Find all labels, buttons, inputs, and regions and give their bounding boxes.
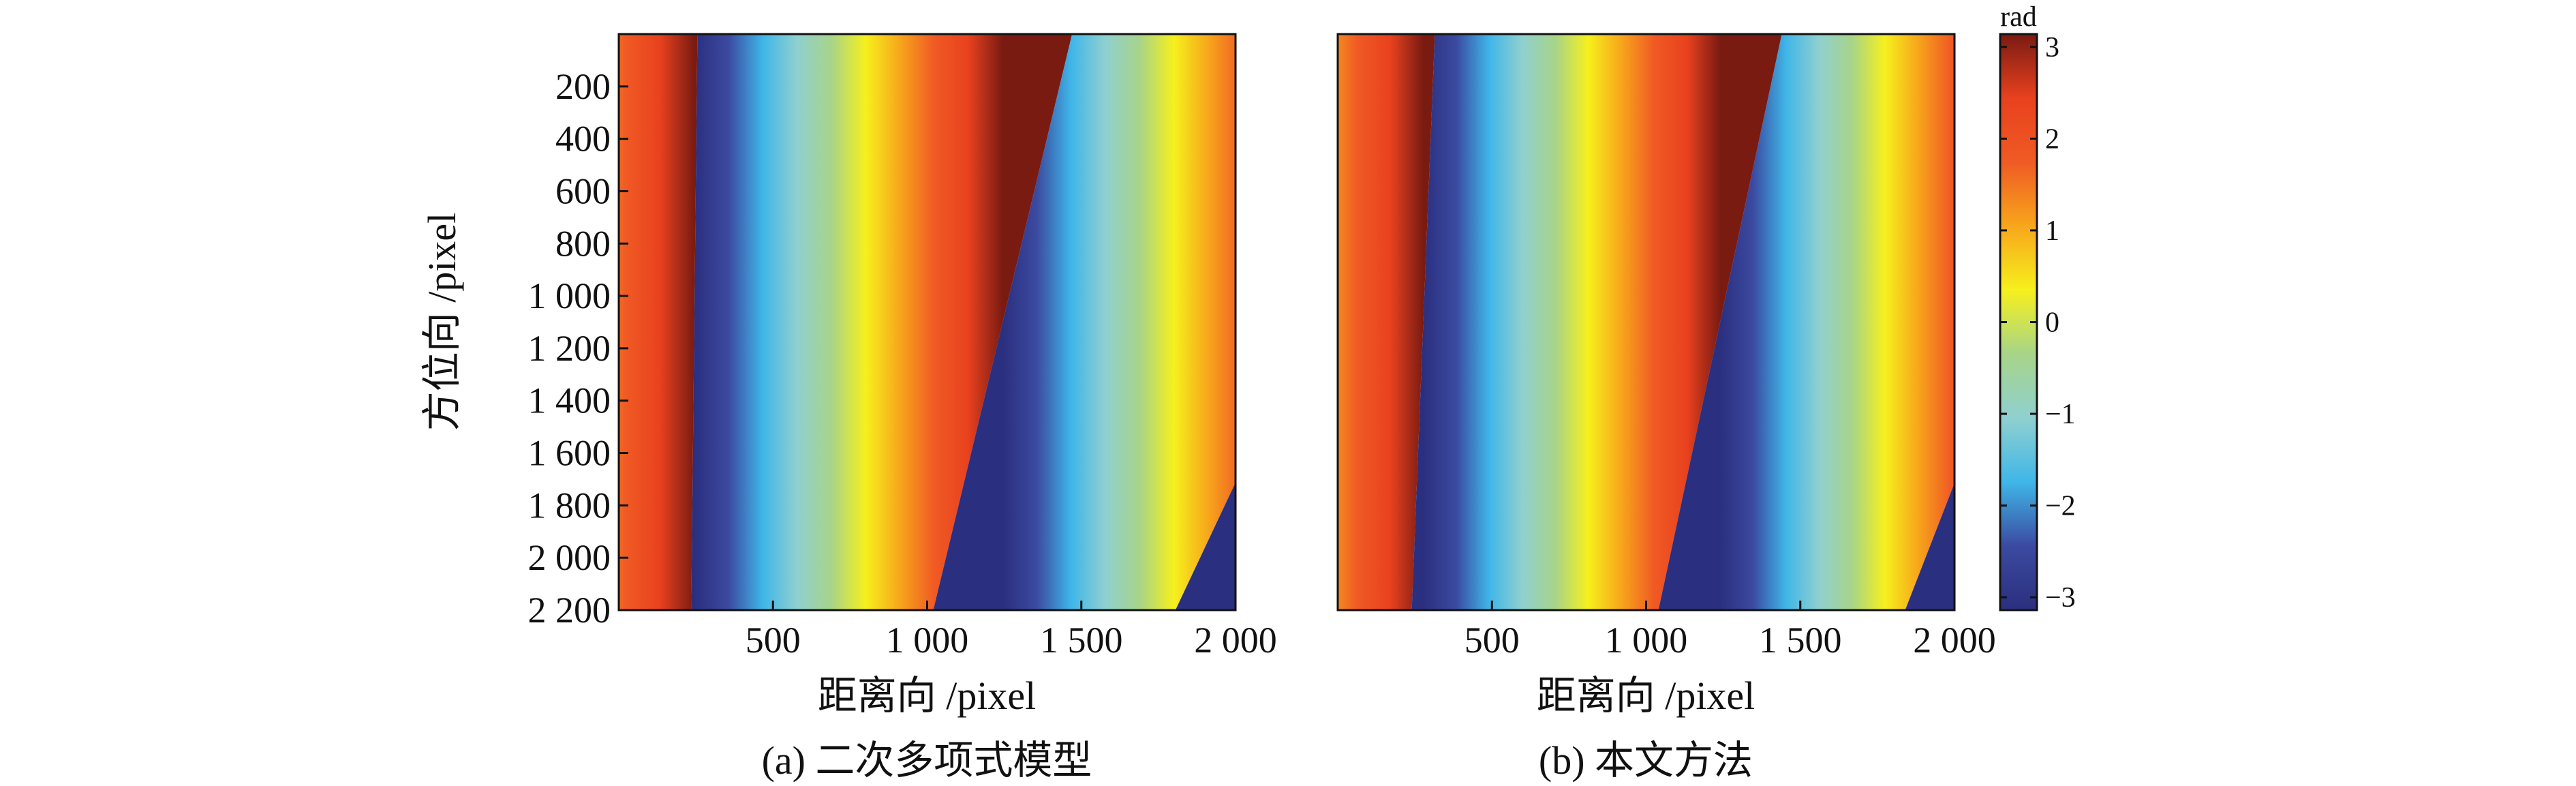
caption-a: (a) 二次多项式模型 xyxy=(762,738,1092,783)
panel-b: 500 1 000 1 500 2 000 距离向 /pixel (b) 本文方法 xyxy=(1336,33,2576,783)
x-tick-label: 1 500 xyxy=(1759,620,1842,661)
y-tick-label: 800 xyxy=(555,223,611,264)
colorbar-tick-label: −2 xyxy=(2045,491,2076,522)
x-ticks-b: 500 1 000 1 500 2 000 xyxy=(1465,601,1996,661)
phase-band xyxy=(2152,34,2576,610)
y-tick-label: 1 800 xyxy=(528,485,611,526)
y-ticks-a: 200 400 600 800 1 000 1 200 1 400 1 600 1 800 2 0… xyxy=(528,66,628,631)
y-tick-label: 1 600 xyxy=(528,433,611,474)
colorbar-unit: rad xyxy=(2000,1,2037,33)
x-tick-label: 1 500 xyxy=(1040,620,1123,661)
y-tick-label: 400 xyxy=(555,119,611,160)
colorbar-tick-label: −3 xyxy=(2045,582,2076,614)
caption-b: (b) 本文方法 xyxy=(1539,738,1753,783)
y-tick-label: 1 400 xyxy=(528,380,611,421)
y-tick-label: 600 xyxy=(555,170,611,211)
panel-a: 500 1 000 1 500 2 000 200 400 600 800 1 000 1 20… xyxy=(420,33,1277,783)
colorbar-tick-label: 1 xyxy=(2045,215,2059,247)
x-tick-label: 1 000 xyxy=(886,620,969,661)
y-tick-label: 1 200 xyxy=(528,328,611,369)
heatmap-b xyxy=(1338,34,2576,610)
x-axis-label-a: 距离向 /pixel xyxy=(818,674,1037,718)
phase-band xyxy=(1338,34,1435,610)
x-tick-label: 1 000 xyxy=(1605,620,1688,661)
colorbar-tick-label: 3 xyxy=(2045,32,2059,63)
y-axis-label: 方位向 /pixel xyxy=(420,213,464,432)
x-tick-label: 500 xyxy=(1465,620,1520,661)
y-tick-label: 200 xyxy=(555,66,611,107)
phase-band xyxy=(1905,483,1954,610)
y-tick-label: 2 200 xyxy=(528,590,611,631)
colorbar-ticks: 3 2 1 0 −1 −2 −3 xyxy=(2000,32,2076,614)
phase-band xyxy=(619,34,698,610)
phase-band xyxy=(933,34,1236,610)
colorbar-tick-label: 0 xyxy=(2045,307,2059,339)
x-tick-label: 500 xyxy=(746,620,801,661)
phase-band xyxy=(1658,34,1954,610)
colorbar: 3 2 1 0 −1 −2 −3 rad xyxy=(1999,1,2076,614)
phase-band xyxy=(691,34,1073,610)
x-axis-label-b: 距离向 /pixel xyxy=(1537,674,1755,718)
y-tick-label: 2 000 xyxy=(528,537,611,578)
x-tick-label: 2 000 xyxy=(1194,620,1277,661)
x-ticks-a: 500 1 000 1 500 2 000 xyxy=(746,601,1277,661)
y-tick-label: 1 000 xyxy=(528,275,611,316)
heatmap-a xyxy=(619,34,1236,610)
x-tick-label: 2 000 xyxy=(1913,620,1996,661)
colorbar-tick-label: −1 xyxy=(2045,399,2076,430)
phase-band xyxy=(1175,482,1236,610)
colorbar-tick-label: 2 xyxy=(2045,123,2059,155)
